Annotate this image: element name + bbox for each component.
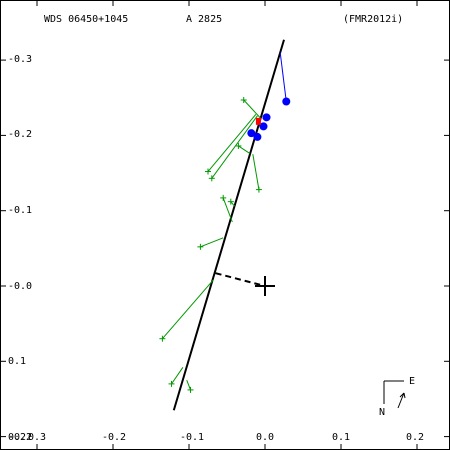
x-tick-label-4: 0.0 bbox=[256, 432, 274, 443]
discoverer-label: A 2825 bbox=[186, 14, 222, 25]
speckle-point-2 bbox=[253, 133, 261, 141]
compass-east-label: E bbox=[409, 376, 415, 387]
compass-north-label: N bbox=[379, 407, 385, 418]
y-tick-label-0: -0.3 bbox=[8, 54, 32, 65]
y-tick-label-3: -0.0 bbox=[8, 281, 32, 292]
x-tick-label-2: -0.2 bbox=[102, 432, 126, 443]
x-tick-label-3: -0.1 bbox=[180, 432, 204, 443]
latest-point bbox=[256, 118, 261, 125]
y-tick-label-2: -0.1 bbox=[8, 205, 32, 216]
x-tick-label-5: 0.1 bbox=[332, 432, 350, 443]
x-tick-label-6: 0.2 bbox=[406, 432, 424, 443]
x-tick-label-1: 0.3 bbox=[28, 432, 46, 443]
y-tick-label-5: 0.2 bbox=[8, 432, 26, 443]
y-tick-label-4: 0.1 bbox=[8, 356, 26, 367]
speckle-point-4 bbox=[263, 113, 271, 121]
speckle-point-0 bbox=[282, 98, 290, 106]
reference-label: (FMR2012i) bbox=[343, 14, 403, 25]
y-tick-label-1: -0.2 bbox=[8, 129, 32, 140]
wds-label: WDS 06450+1045 bbox=[44, 14, 128, 25]
